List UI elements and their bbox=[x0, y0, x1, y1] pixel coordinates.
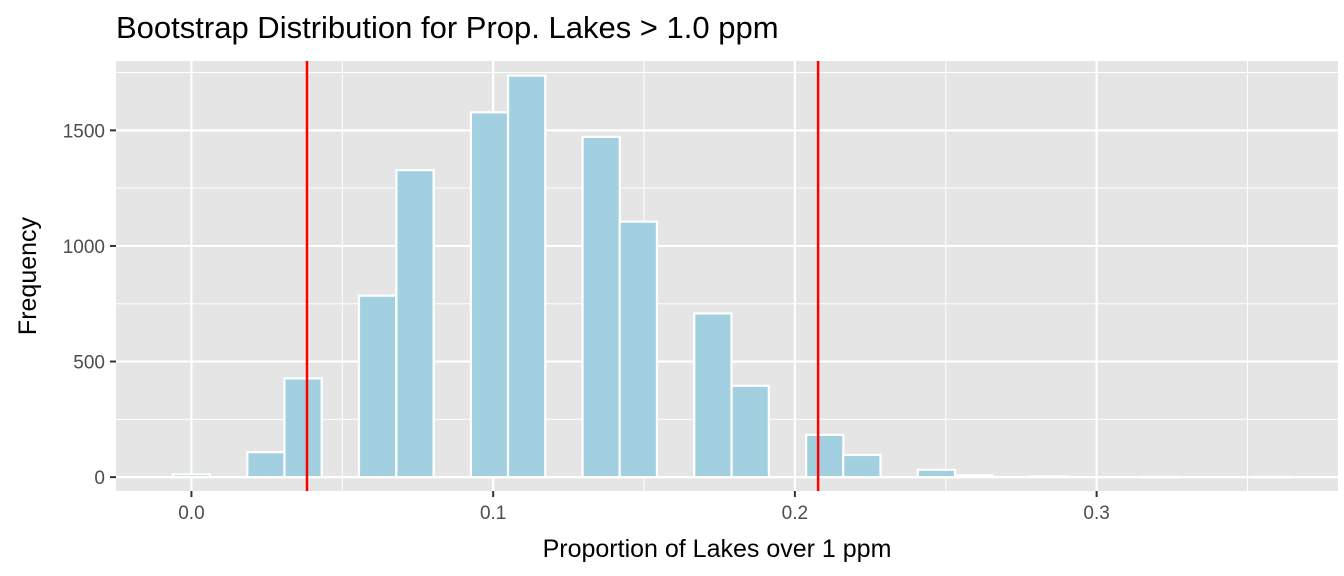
histogram-bar bbox=[469, 111, 510, 479]
reference-lines bbox=[305, 61, 820, 491]
histogram-bar bbox=[1140, 475, 1180, 479]
histogram-bar bbox=[1028, 475, 1069, 479]
x-tick-label: 0.2 bbox=[782, 503, 808, 524]
histogram-bar bbox=[357, 294, 398, 479]
y-tick-label: 1000 bbox=[63, 237, 105, 258]
y-tick-label: 500 bbox=[73, 353, 105, 374]
histogram-bar bbox=[730, 384, 770, 479]
histogram-bar bbox=[916, 468, 957, 479]
histogram-bar bbox=[842, 453, 882, 479]
histogram-bar bbox=[395, 169, 435, 479]
histogram-bar bbox=[283, 377, 323, 479]
histogram-bars bbox=[171, 74, 1292, 479]
x-tick-label: 0.1 bbox=[480, 503, 506, 524]
y-axis-title: Frequency bbox=[14, 216, 42, 335]
x-axis-title: Proportion of Lakes over 1 ppm bbox=[543, 535, 892, 563]
y-axis-ticks: 0 500 1000 1500 bbox=[63, 121, 116, 489]
histogram-bar bbox=[246, 451, 286, 479]
x-tick-label: 0.0 bbox=[178, 503, 204, 524]
histogram-bar bbox=[954, 474, 994, 479]
x-tick-label: 0.3 bbox=[1083, 503, 1109, 524]
histogram-bar bbox=[171, 473, 212, 479]
histogram-bar bbox=[805, 433, 845, 479]
y-tick-label: 0 bbox=[94, 468, 105, 489]
x-axis-ticks: 0.0 0.1 0.2 0.3 bbox=[178, 491, 1110, 524]
y-tick-label: 1500 bbox=[63, 121, 105, 142]
histogram-bar bbox=[618, 220, 659, 479]
chart-title: Bootstrap Distribution for Prop. Lakes >… bbox=[116, 10, 779, 45]
histogram-bar bbox=[581, 135, 621, 479]
histogram-bar bbox=[1251, 475, 1292, 479]
histogram-bar bbox=[693, 312, 733, 479]
histogram-bar bbox=[506, 74, 547, 479]
